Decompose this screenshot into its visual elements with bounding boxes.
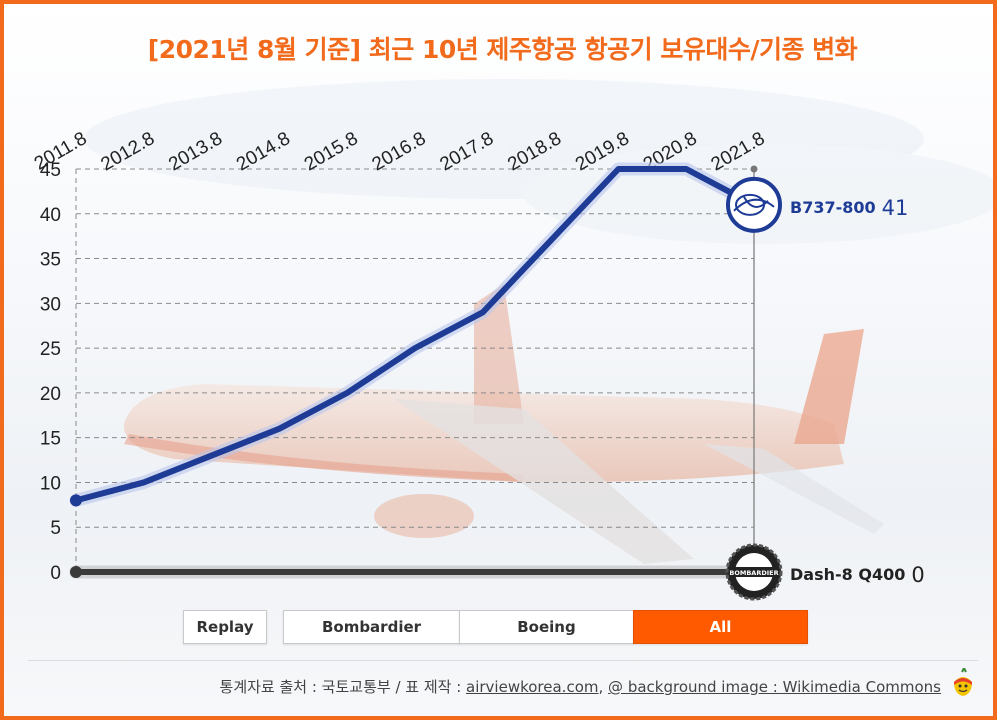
chart-title: [2021년 8월 기준] 최근 10년 제주항공 항공기 보유대수/기종 변화	[147, 35, 858, 64]
bombardier-wordmark: BOMBARDIER	[729, 569, 778, 577]
y-tick-label: 10	[40, 473, 61, 494]
tab-all[interactable]: All	[633, 610, 808, 644]
airviewkorea-link[interactable]: airviewkorea.com	[466, 678, 599, 696]
y-tick-label: 20	[40, 384, 61, 405]
series-start-point	[70, 494, 82, 507]
y-tick-label: 0	[50, 563, 61, 584]
current-date-marker-dot	[750, 165, 758, 173]
y-axis-ticks: 0 5 10 15 20 25 30 35 40 45	[40, 160, 61, 584]
end-labels: B737-800 41 BOMBARDIER Dash-8 Q400 0	[725, 176, 925, 601]
y-tick-label: 45	[40, 160, 61, 181]
bombardier-band	[732, 567, 776, 577]
tab-bombardier[interactable]: Bombardier	[283, 610, 460, 644]
source-separator: ,	[598, 678, 609, 696]
footer-divider	[28, 660, 978, 661]
bombardier-logo-icon: BOMBARDIER	[725, 543, 783, 601]
series-end-name: B737-800	[790, 198, 876, 217]
y-tick-label: 15	[40, 429, 61, 450]
mascot-icon	[954, 668, 972, 696]
y-tick-label: 25	[40, 339, 61, 360]
y-tick-label: 5	[50, 518, 61, 539]
boeing-swoosh-inner	[743, 196, 769, 208]
y-tick-label: 30	[40, 294, 61, 315]
replay-button[interactable]: Replay	[183, 610, 267, 644]
series-lines	[69, 162, 761, 579]
series-end-name: Dash-8 Q400	[790, 565, 905, 584]
boeing-swoosh	[733, 198, 775, 212]
tab-boeing[interactable]: Boeing	[459, 610, 634, 644]
wikimedia-link[interactable]: @ background image : Wikimedia Commons	[608, 678, 941, 696]
grid-lines	[75, 165, 758, 572]
source-credit: 통계자료 출처 : 국토교통부 / 표 제작 : airviewkorea.co…	[220, 676, 941, 697]
series-end-value: 41	[882, 196, 909, 220]
series-end-value: 0	[911, 563, 924, 587]
boeing-logo-icon	[726, 176, 782, 233]
boeing-badge-ring	[726, 176, 782, 233]
y-tick-label: 35	[40, 250, 61, 271]
series-start-point	[70, 566, 82, 578]
series-line	[73, 166, 757, 504]
source-prefix: 통계자료 출처 : 국토교통부 / 표 제작 :	[219, 678, 467, 696]
y-tick-label: 40	[40, 205, 61, 226]
